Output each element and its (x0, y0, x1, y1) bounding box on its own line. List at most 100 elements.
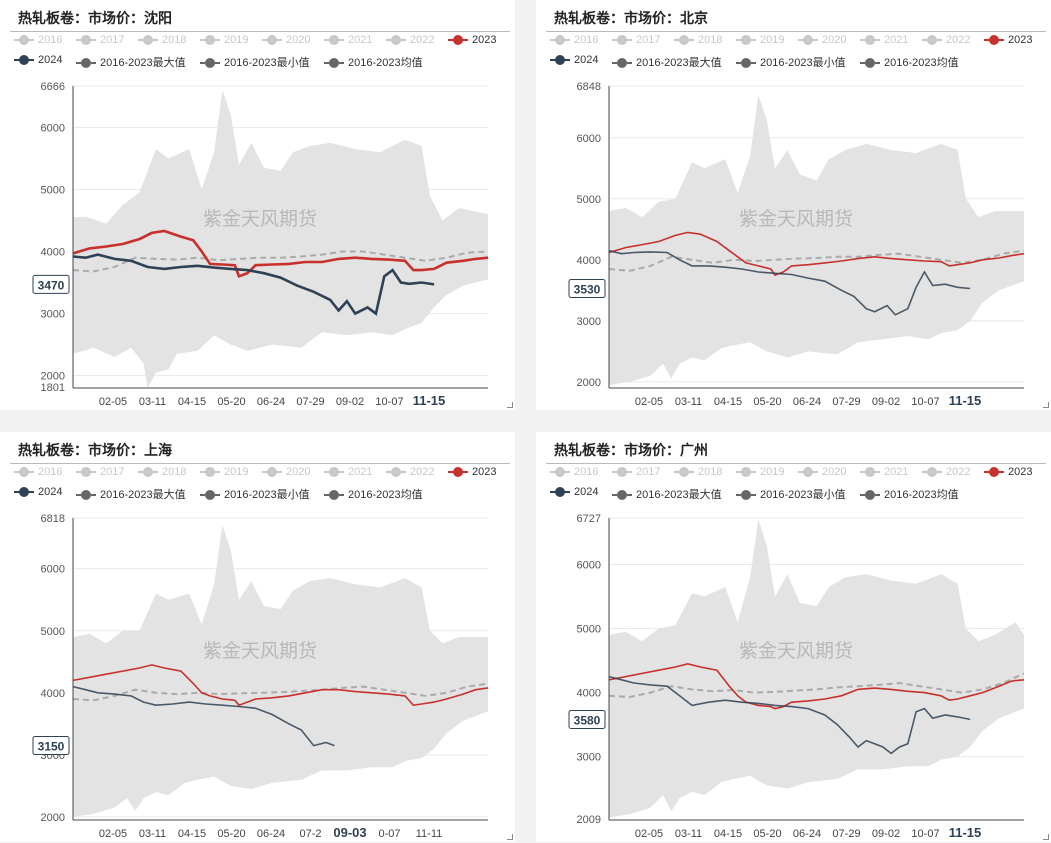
legend-item-2024[interactable]: 2024 (550, 486, 598, 498)
legend-item-20162023-11[interactable]: 2016-2023均值 (860, 54, 959, 70)
y-min-label: 1801 (41, 382, 65, 394)
legend-item-20162023-10[interactable]: 2016-2023最小值 (200, 54, 310, 70)
legend-item-2024[interactable]: 2024 (14, 54, 62, 66)
legend-label: 2017 (100, 34, 125, 46)
legend-marker-icon (612, 467, 632, 478)
x-tick-label: 11-11 (416, 828, 443, 840)
legend-label: 2016-2023均值 (348, 489, 423, 501)
legend-item-2023[interactable]: 2023 (984, 466, 1032, 478)
resize-handle[interactable] (1043, 402, 1049, 408)
legend-item-2021[interactable]: 2021 (860, 34, 908, 46)
legend-item-2024[interactable]: 2024 (14, 486, 62, 498)
legend-item-2022[interactable]: 2022 (922, 34, 970, 46)
legend-marker-icon (386, 467, 406, 478)
legend-item-2022[interactable]: 2022 (922, 466, 970, 478)
legend-item-2016[interactable]: 2016 (14, 466, 62, 478)
legend-item-20162023-9[interactable]: 2016-2023最大值 (76, 486, 186, 502)
legend-label: 2016 (38, 466, 63, 478)
legend-item-2020[interactable]: 2020 (262, 34, 310, 46)
legend-item-20162023-10[interactable]: 2016-2023最小值 (736, 54, 846, 70)
resize-handle[interactable] (1043, 834, 1049, 840)
legend-item-2019[interactable]: 2019 (200, 34, 248, 46)
legend-item-2018[interactable]: 2018 (674, 34, 722, 46)
legend-label: 2022 (946, 34, 971, 46)
legend-item-2021[interactable]: 2021 (324, 34, 372, 46)
legend-item-2019[interactable]: 2019 (736, 34, 784, 46)
legend-label: 2016-2023均值 (884, 57, 959, 69)
legend-item-20162023-10[interactable]: 2016-2023最小值 (736, 486, 846, 502)
legend-item-2022[interactable]: 2022 (386, 34, 434, 46)
legend-item-20162023-11[interactable]: 2016-2023均值 (860, 486, 959, 502)
legend-item-2016[interactable]: 2016 (550, 466, 598, 478)
legend-item-2016[interactable]: 2016 (14, 34, 62, 46)
x-tick-label: 05-20 (753, 828, 781, 840)
legend-marker-icon (612, 490, 632, 501)
legend-item-2024[interactable]: 2024 (550, 54, 598, 66)
legend-label: 2021 (884, 34, 909, 46)
series-2024-line (72, 685, 335, 747)
legend-label: 2017 (100, 466, 125, 478)
legend-item-2018[interactable]: 2018 (674, 466, 722, 478)
x-tick-label: 10-07 (375, 396, 403, 408)
legend-marker-icon (550, 55, 570, 66)
legend-item-2020[interactable]: 2020 (798, 34, 846, 46)
legend-label: 2020 (822, 34, 847, 46)
resize-handle[interactable] (507, 402, 513, 408)
max-min-band (73, 525, 488, 817)
legend-marker-icon (922, 467, 942, 478)
legend-item-2017[interactable]: 2017 (76, 34, 124, 46)
legend-marker-icon (138, 467, 158, 478)
legend-item-20162023-9[interactable]: 2016-2023最大值 (612, 54, 722, 70)
legend-marker-icon (798, 467, 818, 478)
y-tick-label: 6000 (41, 122, 65, 134)
legend-label: 2016-2023最大值 (100, 489, 186, 501)
legend-item-20162023-9[interactable]: 2016-2023最大值 (612, 486, 722, 502)
legend-label: 2024 (38, 486, 63, 498)
y-tick-label: 5000 (41, 626, 65, 638)
legend-marker-icon (798, 35, 818, 46)
series-avg-line (608, 249, 1025, 272)
legend-item-20162023-11[interactable]: 2016-2023均值 (324, 54, 423, 70)
legend-item-2020[interactable]: 2020 (262, 466, 310, 478)
legend-label: 2018 (698, 34, 723, 46)
legend-item-2016[interactable]: 2016 (550, 34, 598, 46)
chart-panel-shanghai: 热轧板卷：市场价：上海 2016 2017 2018 2019 2020 2021 2022 2… (0, 432, 515, 842)
legend-item-2019[interactable]: 2019 (736, 466, 784, 478)
legend-marker-icon (14, 55, 34, 66)
legend-item-2023[interactable]: 2023 (448, 34, 496, 46)
legend-item-2017[interactable]: 2017 (612, 34, 660, 46)
x-tick-label: 07-2 (299, 828, 321, 840)
resize-handle[interactable] (507, 834, 513, 840)
legend-label: 2017 (636, 466, 661, 478)
legend-label: 2022 (410, 34, 435, 46)
axis-pointer-value: 3580 (574, 713, 601, 727)
x-tick-label: 06-24 (257, 828, 285, 840)
x-tick-label: 02-05 (635, 828, 663, 840)
legend-marker-icon (984, 35, 1004, 46)
legend-item-2023[interactable]: 2023 (448, 466, 496, 478)
legend-item-2018[interactable]: 2018 (138, 34, 186, 46)
legend-item-2022[interactable]: 2022 (386, 466, 434, 478)
legend-item-2021[interactable]: 2021 (860, 466, 908, 478)
legend-item-2017[interactable]: 2017 (76, 466, 124, 478)
legend-item-20162023-9[interactable]: 2016-2023最大值 (76, 54, 186, 70)
legend-item-2019[interactable]: 2019 (200, 466, 248, 478)
legend-item-2018[interactable]: 2018 (138, 466, 186, 478)
legend-item-2017[interactable]: 2017 (612, 466, 660, 478)
y-max-label: 6727 (577, 513, 601, 525)
x-tick-label: 11-15 (949, 825, 982, 840)
y-tick-label: 2000 (41, 371, 65, 383)
legend-label: 2019 (224, 466, 249, 478)
legend-marker-icon (76, 490, 96, 501)
axis-pointer-value: 3150 (38, 740, 65, 754)
legend-item-20162023-10[interactable]: 2016-2023最小值 (200, 486, 310, 502)
y-tick-label: 4000 (577, 688, 601, 700)
legend-item-2023[interactable]: 2023 (984, 34, 1032, 46)
x-tick-label: 07-29 (832, 828, 860, 840)
legend-item-2021[interactable]: 2021 (324, 466, 372, 478)
legend-item-20162023-11[interactable]: 2016-2023均值 (324, 486, 423, 502)
chart-panel-beijing: 热轧板卷：市场价：北京 2016 2017 2018 2019 2020 2021 2022 2… (536, 0, 1051, 410)
y-tick-label: 4000 (41, 246, 65, 258)
x-tick-label: 09-02 (336, 396, 364, 408)
legend-item-2020[interactable]: 2020 (798, 466, 846, 478)
